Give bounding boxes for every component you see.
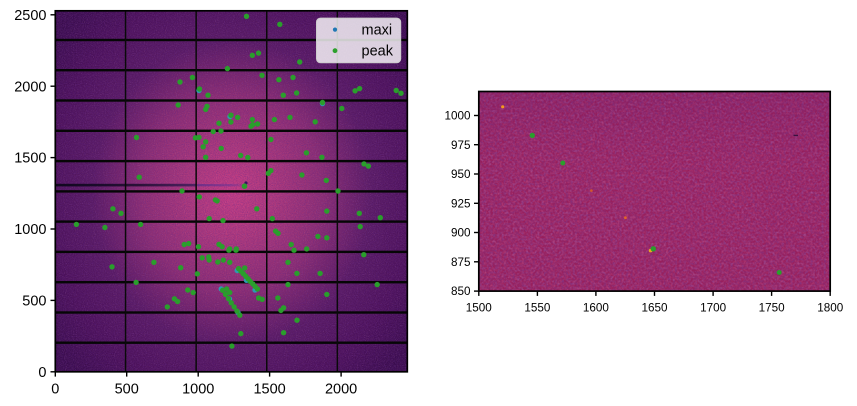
svg-text:975: 975 xyxy=(451,139,471,152)
svg-text:925: 925 xyxy=(451,197,471,210)
svg-text:875: 875 xyxy=(451,256,471,269)
svg-text:1750: 1750 xyxy=(759,302,786,315)
svg-text:1500: 1500 xyxy=(253,381,285,397)
svg-text:0: 0 xyxy=(38,365,46,381)
svg-text:1600: 1600 xyxy=(583,302,610,315)
svg-text:1000: 1000 xyxy=(444,110,471,123)
svg-text:peak: peak xyxy=(362,44,394,60)
svg-text:1800: 1800 xyxy=(817,302,844,315)
svg-text:1500: 1500 xyxy=(466,302,493,315)
svg-text:500: 500 xyxy=(115,381,139,397)
svg-text:2000: 2000 xyxy=(14,79,46,95)
svg-text:850: 850 xyxy=(451,285,471,298)
svg-text:500: 500 xyxy=(22,294,46,310)
svg-text:1550: 1550 xyxy=(524,302,551,315)
svg-text:1650: 1650 xyxy=(641,302,668,315)
svg-text:maxi: maxi xyxy=(362,23,393,39)
svg-text:1500: 1500 xyxy=(14,151,46,167)
svg-text:2500: 2500 xyxy=(14,8,46,24)
svg-text:2000: 2000 xyxy=(325,381,357,397)
svg-text:0: 0 xyxy=(51,381,59,397)
svg-text:1700: 1700 xyxy=(700,302,727,315)
svg-text:1000: 1000 xyxy=(182,381,214,397)
svg-text:1000: 1000 xyxy=(14,222,46,238)
svg-text:900: 900 xyxy=(451,227,471,240)
svg-text:950: 950 xyxy=(451,168,471,181)
